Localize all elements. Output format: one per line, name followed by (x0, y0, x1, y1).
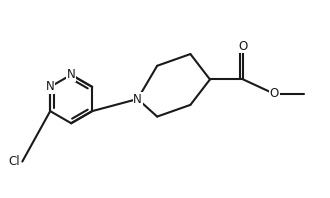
Text: N: N (67, 68, 76, 81)
Text: N: N (133, 92, 142, 106)
Text: O: O (239, 40, 248, 53)
Text: Cl: Cl (9, 155, 20, 168)
Text: O: O (270, 88, 279, 100)
Text: N: N (46, 80, 54, 93)
